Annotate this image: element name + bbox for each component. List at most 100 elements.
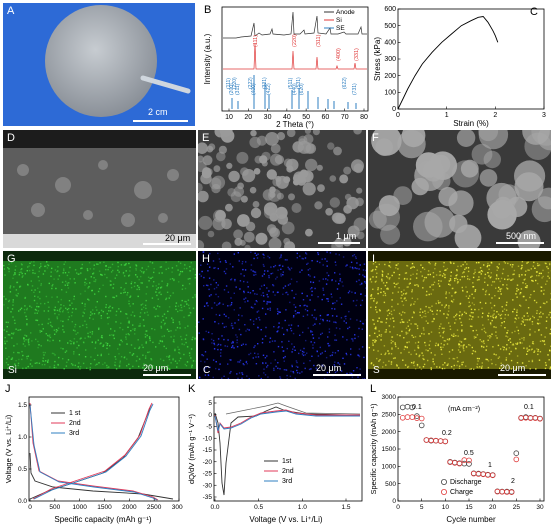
eds-pixel	[485, 291, 487, 293]
eds-pixel	[459, 303, 461, 305]
sem-grain	[514, 160, 546, 192]
eds-pixel	[320, 318, 322, 320]
eds-pixel	[500, 362, 502, 364]
eds-pixel	[38, 324, 40, 326]
eds-pixel	[527, 319, 529, 321]
eds-pixel	[172, 359, 174, 361]
sem-grain	[243, 231, 255, 243]
eds-pixel	[239, 280, 242, 282]
eds-pixel	[332, 302, 334, 305]
se-peak-label: (400)	[251, 83, 257, 95]
eds-pixel	[322, 365, 324, 367]
eds-pixel	[248, 329, 250, 331]
eds-pixel	[471, 325, 473, 328]
eds-pixel	[294, 310, 297, 312]
eds-pixel	[281, 327, 284, 329]
sem-grain	[342, 237, 352, 247]
sem-grain	[531, 196, 551, 223]
rate-discharge-point	[513, 450, 520, 456]
eds-pixel	[405, 292, 408, 294]
eds-pixel	[393, 320, 395, 322]
dqdv-ytick-label: -35	[203, 494, 213, 501]
eds-pixel	[213, 342, 215, 345]
eds-pixel	[215, 313, 217, 316]
eds-pixel	[317, 253, 320, 256]
eds-pixel	[487, 339, 489, 341]
xrd-xtick-label: 70	[341, 114, 349, 121]
eds-pixel	[28, 344, 30, 346]
eds-pixel	[443, 340, 445, 342]
eds-pixel	[135, 265, 138, 267]
eds-pixel	[153, 281, 155, 283]
eds-pixel	[7, 334, 10, 336]
eds-pixel	[353, 254, 356, 256]
sem-grain	[252, 201, 260, 208]
eds-pixel	[181, 270, 184, 273]
eds-pixel	[406, 265, 409, 267]
eds-pixel	[168, 355, 171, 357]
eds-pixel	[136, 355, 138, 358]
eds-pixel	[321, 258, 323, 260]
sem-image-d	[3, 130, 196, 248]
eds-pixel	[26, 307, 28, 310]
eds-pixel	[326, 371, 329, 374]
eds-pixel	[470, 308, 473, 311]
eds-pixel	[388, 353, 390, 355]
eds-pixel	[346, 339, 348, 341]
eds-pixel	[463, 271, 465, 273]
eds-pixel	[378, 263, 380, 266]
eds-pixel	[422, 287, 424, 289]
eds-pixel	[381, 273, 384, 276]
sem-grain	[218, 145, 227, 154]
sem-grain	[353, 217, 366, 231]
eds-pixel	[322, 264, 324, 266]
eds-pixel	[534, 267, 536, 269]
eds-pixel	[263, 372, 265, 374]
eds-pixel	[334, 272, 336, 274]
eds-pixel	[297, 366, 299, 368]
eds-pixel	[30, 306, 33, 309]
eds-pixel	[144, 312, 146, 314]
eds-pixel	[284, 259, 287, 261]
eds-pixel	[322, 318, 324, 321]
eds-pixel	[59, 308, 61, 310]
eds-pixel	[44, 270, 46, 272]
sem-grain	[298, 170, 311, 184]
panel-h-eds-c: H C 20 μm	[198, 251, 366, 379]
eds-pixel	[474, 271, 476, 273]
eds-pixel	[223, 326, 226, 328]
eds-pixel	[432, 289, 434, 291]
eds-pixel	[185, 334, 188, 336]
eds-pixel	[112, 283, 115, 285]
eds-pixel	[490, 359, 492, 361]
eds-pixel	[449, 284, 451, 286]
eds-pixel	[57, 270, 59, 272]
eds-pixel	[320, 353, 322, 355]
eds-pixel	[294, 349, 296, 351]
eds-pixel	[476, 363, 479, 365]
eds-pixel	[8, 299, 11, 302]
legend-anode: Anode	[336, 9, 355, 16]
voltage-legend: 1 st 2nd 3rd	[51, 410, 81, 437]
eds-pixel	[425, 315, 427, 318]
eds-pixel	[144, 333, 147, 336]
eds-map-c	[198, 251, 366, 379]
eds-pixel	[66, 308, 69, 311]
xrd-se-reference	[231, 75, 357, 109]
eds-pixel	[310, 330, 312, 332]
eds-pixel	[415, 277, 418, 279]
eds-pixel	[175, 302, 178, 304]
rate-charge-point	[461, 457, 468, 463]
eds-pixel	[18, 271, 21, 274]
eds-pixel	[227, 377, 230, 379]
eds-pixel	[18, 329, 20, 331]
eds-pixel	[288, 340, 290, 342]
eds-pixel	[414, 301, 416, 303]
eds-pixel	[128, 322, 130, 324]
voltage-y-label: Voltage (V vs. Li⁺/Li)	[4, 414, 13, 483]
sem-grain	[304, 130, 311, 134]
eds-pixel	[264, 357, 267, 359]
eds-pixel	[462, 290, 464, 292]
eds-pixel	[530, 276, 532, 278]
eds-pixel	[194, 277, 196, 279]
